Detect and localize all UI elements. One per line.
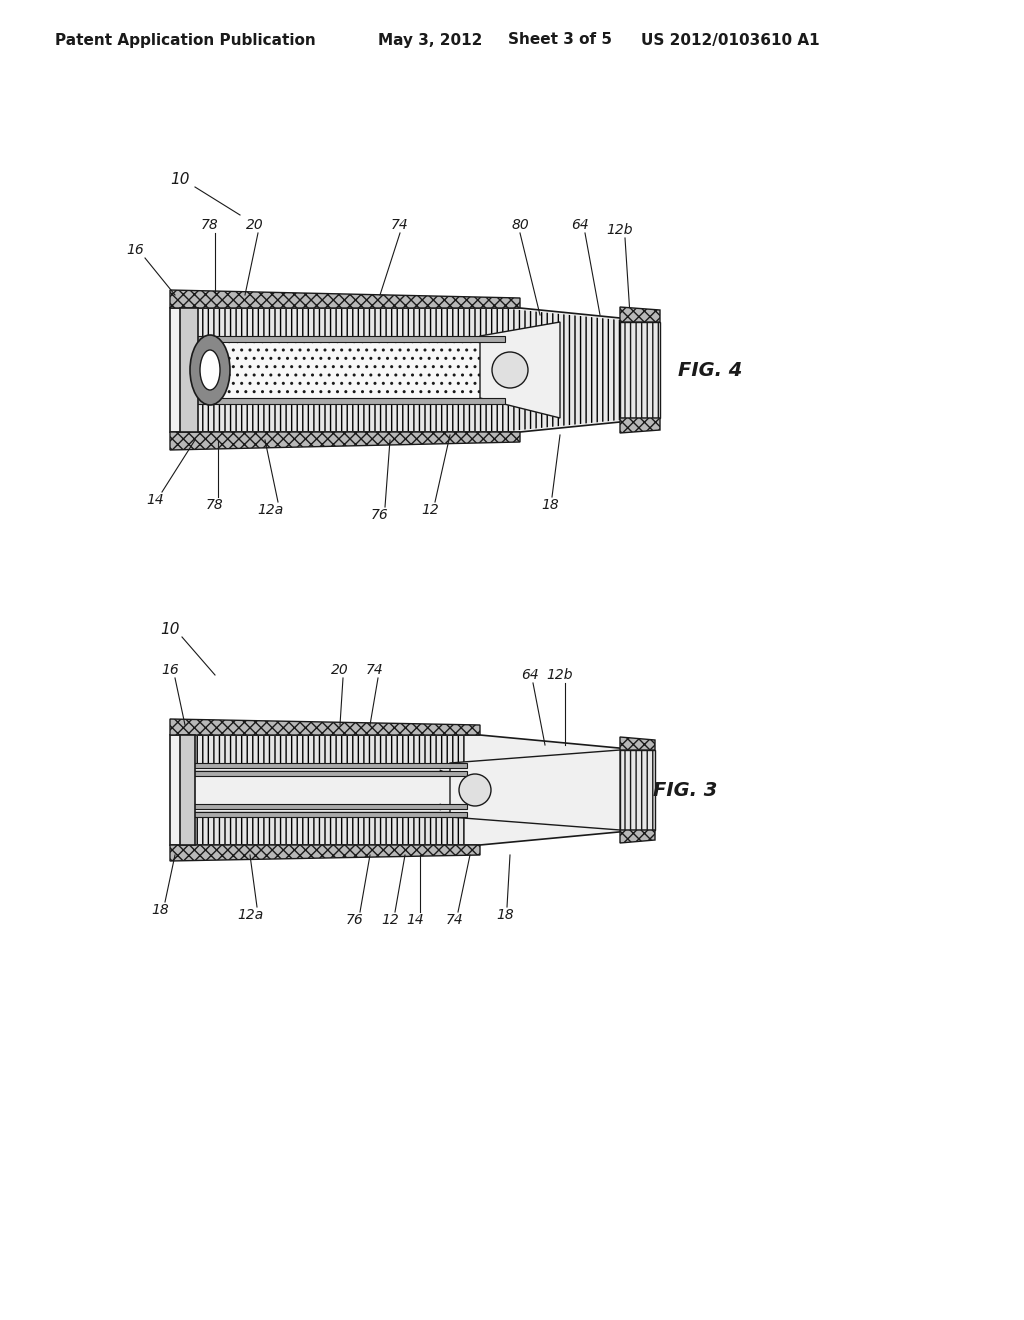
Text: 10: 10 <box>160 623 180 638</box>
Text: 78: 78 <box>206 498 224 512</box>
Text: 12: 12 <box>421 503 439 517</box>
Text: May 3, 2012: May 3, 2012 <box>378 33 482 48</box>
Text: Patent Application Publication: Patent Application Publication <box>54 33 315 48</box>
Polygon shape <box>620 737 655 750</box>
Text: 20: 20 <box>331 663 349 677</box>
Text: 12a: 12a <box>257 503 283 517</box>
Bar <box>187 804 467 809</box>
Bar <box>187 771 467 776</box>
Text: 18: 18 <box>152 903 169 917</box>
Text: 74: 74 <box>391 218 409 232</box>
Polygon shape <box>620 750 655 830</box>
Polygon shape <box>195 309 630 432</box>
Text: 18: 18 <box>496 908 514 921</box>
Bar <box>187 812 467 817</box>
Text: 12b: 12b <box>607 223 633 238</box>
Polygon shape <box>620 418 660 433</box>
Text: 64: 64 <box>521 668 539 682</box>
Text: FIG. 4: FIG. 4 <box>678 360 742 380</box>
Polygon shape <box>620 308 660 322</box>
Text: 10: 10 <box>170 173 189 187</box>
Text: 14: 14 <box>407 913 424 927</box>
Bar <box>187 768 467 771</box>
Text: 16: 16 <box>126 243 144 257</box>
Text: 12a: 12a <box>237 908 263 921</box>
Bar <box>187 763 467 768</box>
Polygon shape <box>170 845 480 861</box>
Text: 64: 64 <box>571 218 589 232</box>
Polygon shape <box>620 830 655 843</box>
Polygon shape <box>170 735 640 845</box>
Bar <box>195 399 505 404</box>
Text: US 2012/0103610 A1: US 2012/0103610 A1 <box>641 33 819 48</box>
Polygon shape <box>170 719 480 735</box>
Polygon shape <box>170 290 520 308</box>
Text: 76: 76 <box>371 508 389 521</box>
Text: 18: 18 <box>541 498 559 512</box>
Polygon shape <box>180 735 195 845</box>
Polygon shape <box>170 432 520 450</box>
Polygon shape <box>480 322 560 418</box>
Text: 74: 74 <box>367 663 384 677</box>
Polygon shape <box>450 750 620 830</box>
Polygon shape <box>187 737 465 763</box>
Text: 12b: 12b <box>547 668 573 682</box>
Circle shape <box>492 352 528 388</box>
Ellipse shape <box>190 335 230 405</box>
Text: Sheet 3 of 5: Sheet 3 of 5 <box>508 33 612 48</box>
Circle shape <box>459 774 490 807</box>
Text: 78: 78 <box>201 218 219 232</box>
Bar <box>195 337 505 342</box>
Text: 12: 12 <box>381 913 399 927</box>
Ellipse shape <box>200 350 220 389</box>
Bar <box>187 809 467 812</box>
Polygon shape <box>180 308 198 432</box>
Text: 14: 14 <box>146 492 164 507</box>
Text: 80: 80 <box>511 218 528 232</box>
Text: 74: 74 <box>446 913 464 927</box>
Text: 20: 20 <box>246 218 264 232</box>
Text: 16: 16 <box>161 663 179 677</box>
Polygon shape <box>620 322 660 418</box>
Text: FIG. 3: FIG. 3 <box>653 780 717 800</box>
Polygon shape <box>195 342 500 399</box>
Text: 76: 76 <box>346 913 364 927</box>
Polygon shape <box>170 308 640 432</box>
Polygon shape <box>187 817 465 843</box>
